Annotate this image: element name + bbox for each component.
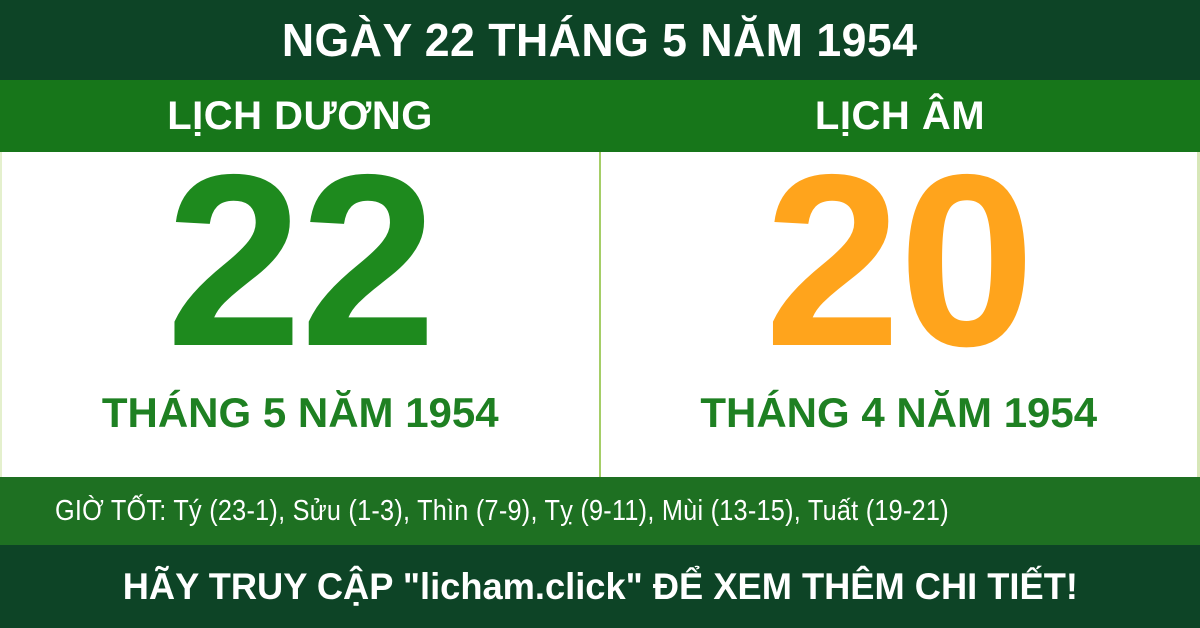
footer-cta-band: HÃY TRUY CẬP "licham.click" ĐỂ XEM THÊM … — [0, 545, 1200, 628]
solar-day-number: 22 — [165, 152, 437, 397]
page-title: NGÀY 22 THÁNG 5 NĂM 1954 — [282, 14, 918, 66]
lunar-panel: 20 THÁNG 4 NĂM 1954 — [601, 152, 1198, 477]
solar-panel: 22 THÁNG 5 NĂM 1954 — [2, 152, 599, 477]
date-header-band: NGÀY 22 THÁNG 5 NĂM 1954 — [0, 0, 1200, 80]
solar-month-year: THÁNG 5 NĂM 1954 — [101, 388, 499, 436]
footer-cta-text: HÃY TRUY CẬP "licham.click" ĐỂ XEM THÊM … — [122, 565, 1078, 607]
panel-divider — [598, 152, 601, 477]
lunar-calendar-label: LỊCH ÂM — [814, 93, 986, 138]
solar-calendar-label: LỊCH DƯƠNG — [167, 93, 433, 138]
good-hours-bar: GIỜ TỐT: Tý (23-1), Sửu (1-3), Thìn (7-9… — [0, 477, 1200, 545]
calendar-body: 22 THÁNG 5 NĂM 1954 20 THÁNG 4 NĂM 1954 — [0, 152, 1200, 477]
lunar-month-year: THÁNG 4 NĂM 1954 — [700, 388, 1098, 436]
good-hours-text: GIỜ TỐT: Tý (23-1), Sửu (1-3), Thìn (7-9… — [55, 494, 949, 527]
calendar-type-header-band: LỊCH DƯƠNG LỊCH ÂM — [0, 80, 1200, 152]
lunar-day-number: 20 — [764, 152, 1035, 397]
